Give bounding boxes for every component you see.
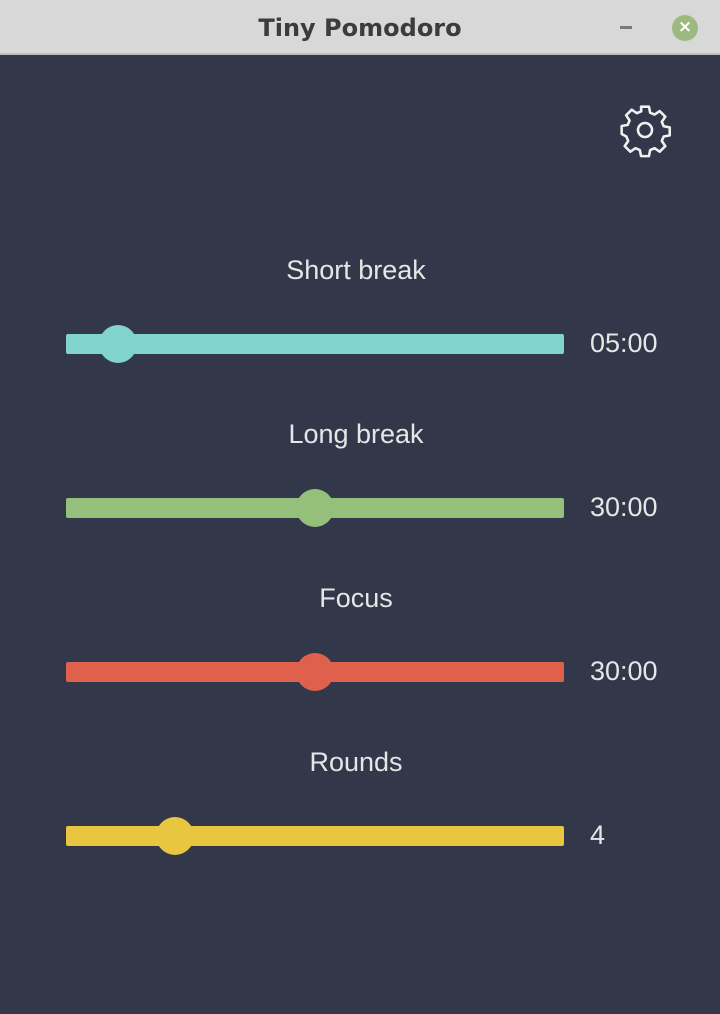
focus-value: 30:00 (590, 656, 658, 686)
title-bar: Tiny Pomodoro × (0, 0, 720, 55)
long-break-label: Long break (288, 419, 424, 449)
rounds-value: 4 (590, 820, 606, 850)
rounds-slider[interactable] (66, 817, 564, 855)
rounds-label: Rounds (309, 747, 403, 777)
long-break-slider-handle[interactable] (296, 489, 334, 527)
focus-slider[interactable] (66, 653, 564, 691)
focus-slider-handle[interactable] (296, 653, 334, 691)
long-break-slider[interactable] (66, 489, 564, 527)
minimize-icon[interactable] (620, 26, 632, 29)
gear-icon[interactable] (617, 102, 673, 158)
focus-label: Focus (319, 583, 393, 613)
short-break-slider[interactable] (66, 325, 564, 363)
short-break-slider-handle[interactable] (98, 325, 137, 363)
close-icon[interactable]: × (672, 15, 698, 41)
rounds-slider-handle[interactable] (156, 817, 195, 855)
short-break-value: 05:00 (590, 328, 658, 358)
window-title: Tiny Pomodoro (258, 14, 462, 42)
long-break-value: 30:00 (590, 492, 658, 522)
short-break-label: Short break (286, 255, 426, 285)
